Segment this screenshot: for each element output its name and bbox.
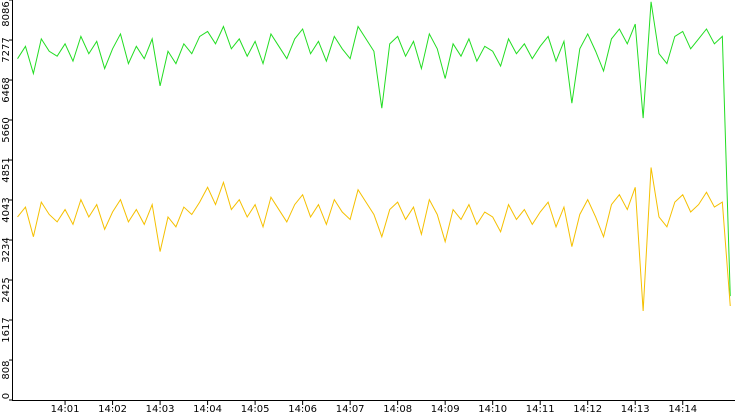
y-tick-label: 7277 [1,37,12,62]
y-tick-label: 8086 [1,1,12,26]
x-tick-label: 14:04 [193,404,222,415]
x-tick-label: 14:11 [526,404,555,415]
y-tick-label: 4851 [1,157,12,182]
y-tick-label: 1617 [1,317,12,342]
x-tick-label: 14:14 [668,404,697,415]
series-line [17,167,731,311]
x-tick-label: 14:03 [146,404,175,415]
x-tick-label: 14:08 [383,404,412,415]
y-tick-label: 3234 [1,237,12,262]
x-tick-label: 14:09 [431,404,460,415]
x-tick-label: 14:01 [51,404,80,415]
y-tick-label: 0 [1,393,12,399]
x-tick-label: 14:06 [288,404,317,415]
y-tick-label: 5660 [1,117,12,142]
x-tick-label: 14:07 [336,404,365,415]
y-tick-label: 6468 [1,77,12,102]
x-tick-label: 14:10 [478,404,507,415]
x-tick-label: 14:02 [98,404,127,415]
y-tick-label: 808 [1,360,12,379]
y-tick-label: 4043 [1,197,12,222]
x-tick-label: 14:05 [241,404,270,415]
x-tick-label: 14:13 [621,404,650,415]
series-line [17,1,731,297]
y-tick-label: 2425 [1,277,12,302]
x-tick-label: 14:12 [573,404,602,415]
